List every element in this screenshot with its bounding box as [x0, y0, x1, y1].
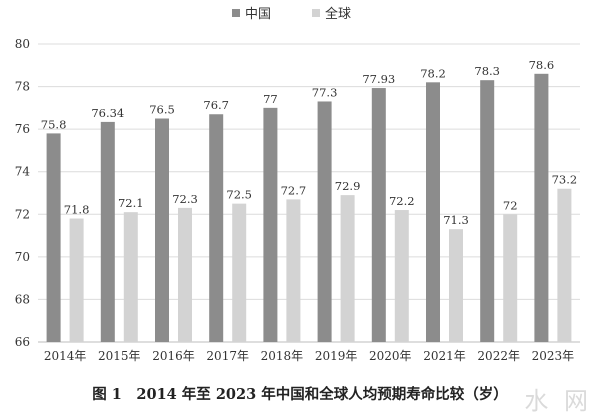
y-tick-label: 72: [15, 207, 30, 221]
legend-swatch-global: [312, 9, 320, 17]
data-label-global: 72: [503, 198, 518, 212]
data-label-china: 78.2: [420, 66, 446, 80]
data-label-china: 77: [263, 92, 278, 106]
y-tick-label: 70: [15, 250, 30, 264]
x-tick-label: 2020年: [369, 349, 412, 363]
legend-swatch-china: [232, 9, 240, 17]
bar-china: [100, 121, 115, 342]
data-label-china: 77.93: [362, 72, 395, 86]
x-tick-label: 2014年: [44, 349, 87, 363]
bar-china: [480, 80, 495, 342]
x-tick-label: 2023年: [532, 349, 575, 363]
x-tick-label: 2021年: [423, 349, 466, 363]
data-label-global: 72.2: [389, 194, 415, 208]
x-tick-label: 2015年: [98, 349, 141, 363]
bar-global: [123, 212, 138, 342]
y-tick-label: 74: [15, 165, 31, 179]
y-tick-label: 78: [15, 80, 30, 94]
data-label-global: 72.9: [335, 179, 361, 193]
x-tick-label: 2022年: [477, 349, 520, 363]
y-tick-label: 76: [15, 122, 30, 136]
data-label-global: 72.7: [281, 183, 307, 197]
data-label-china: 78.3: [474, 64, 500, 78]
x-tick-label: 2019年: [315, 349, 358, 363]
data-label-global: 71.3: [443, 213, 469, 227]
bar-global: [232, 203, 247, 342]
bar-global: [503, 214, 518, 342]
bar-global: [286, 199, 301, 342]
data-label-global: 72.3: [172, 192, 198, 206]
bar-global: [69, 218, 84, 342]
y-tick-label: 80: [15, 37, 30, 51]
data-label-china: 76.34: [91, 106, 124, 120]
legend-label-china: 中国: [245, 7, 271, 22]
x-tick-label: 2017年: [206, 349, 249, 363]
x-tick-label: 2018年: [261, 349, 304, 363]
data-label-china: 77.3: [312, 85, 338, 99]
data-label-china: 76.5: [149, 103, 175, 117]
bar-global: [394, 210, 409, 342]
data-label-global: 71.8: [64, 203, 90, 217]
bar-china: [317, 101, 332, 342]
chart-caption: 图 1 2014 年至 2023 年中国和全球人均预期寿命比较（岁）: [92, 386, 508, 403]
y-tick-label: 66: [15, 335, 30, 349]
data-label-global: 73.2: [552, 173, 578, 187]
data-label-china: 76.7: [203, 98, 229, 112]
bar-china: [534, 73, 549, 343]
bar-chart: 66 68 70 72 74 76 78 80 75.8 71.8 2014年 76.34 72.1 20…: [15, 6, 580, 363]
data-label-global: 72.5: [226, 188, 252, 202]
bar-china: [371, 88, 386, 342]
data-label-china: 75.8: [41, 117, 67, 131]
data-label-global: 72.1: [118, 196, 144, 210]
bar-china: [46, 133, 61, 342]
bar-global: [340, 195, 355, 342]
data-label-china: 78.6: [529, 58, 555, 72]
x-tick-label: 2016年: [152, 349, 195, 363]
y-tick-label: 68: [15, 292, 30, 306]
bar-china: [263, 107, 278, 342]
legend-label-global: 全球: [325, 6, 351, 22]
bar-global: [449, 229, 463, 342]
watermark: 水 网: [524, 387, 592, 415]
bar-global: [557, 188, 572, 342]
bar-china: [209, 114, 224, 342]
bar-china: [155, 118, 169, 342]
bar-global: [178, 207, 192, 342]
bar-china: [426, 82, 440, 343]
